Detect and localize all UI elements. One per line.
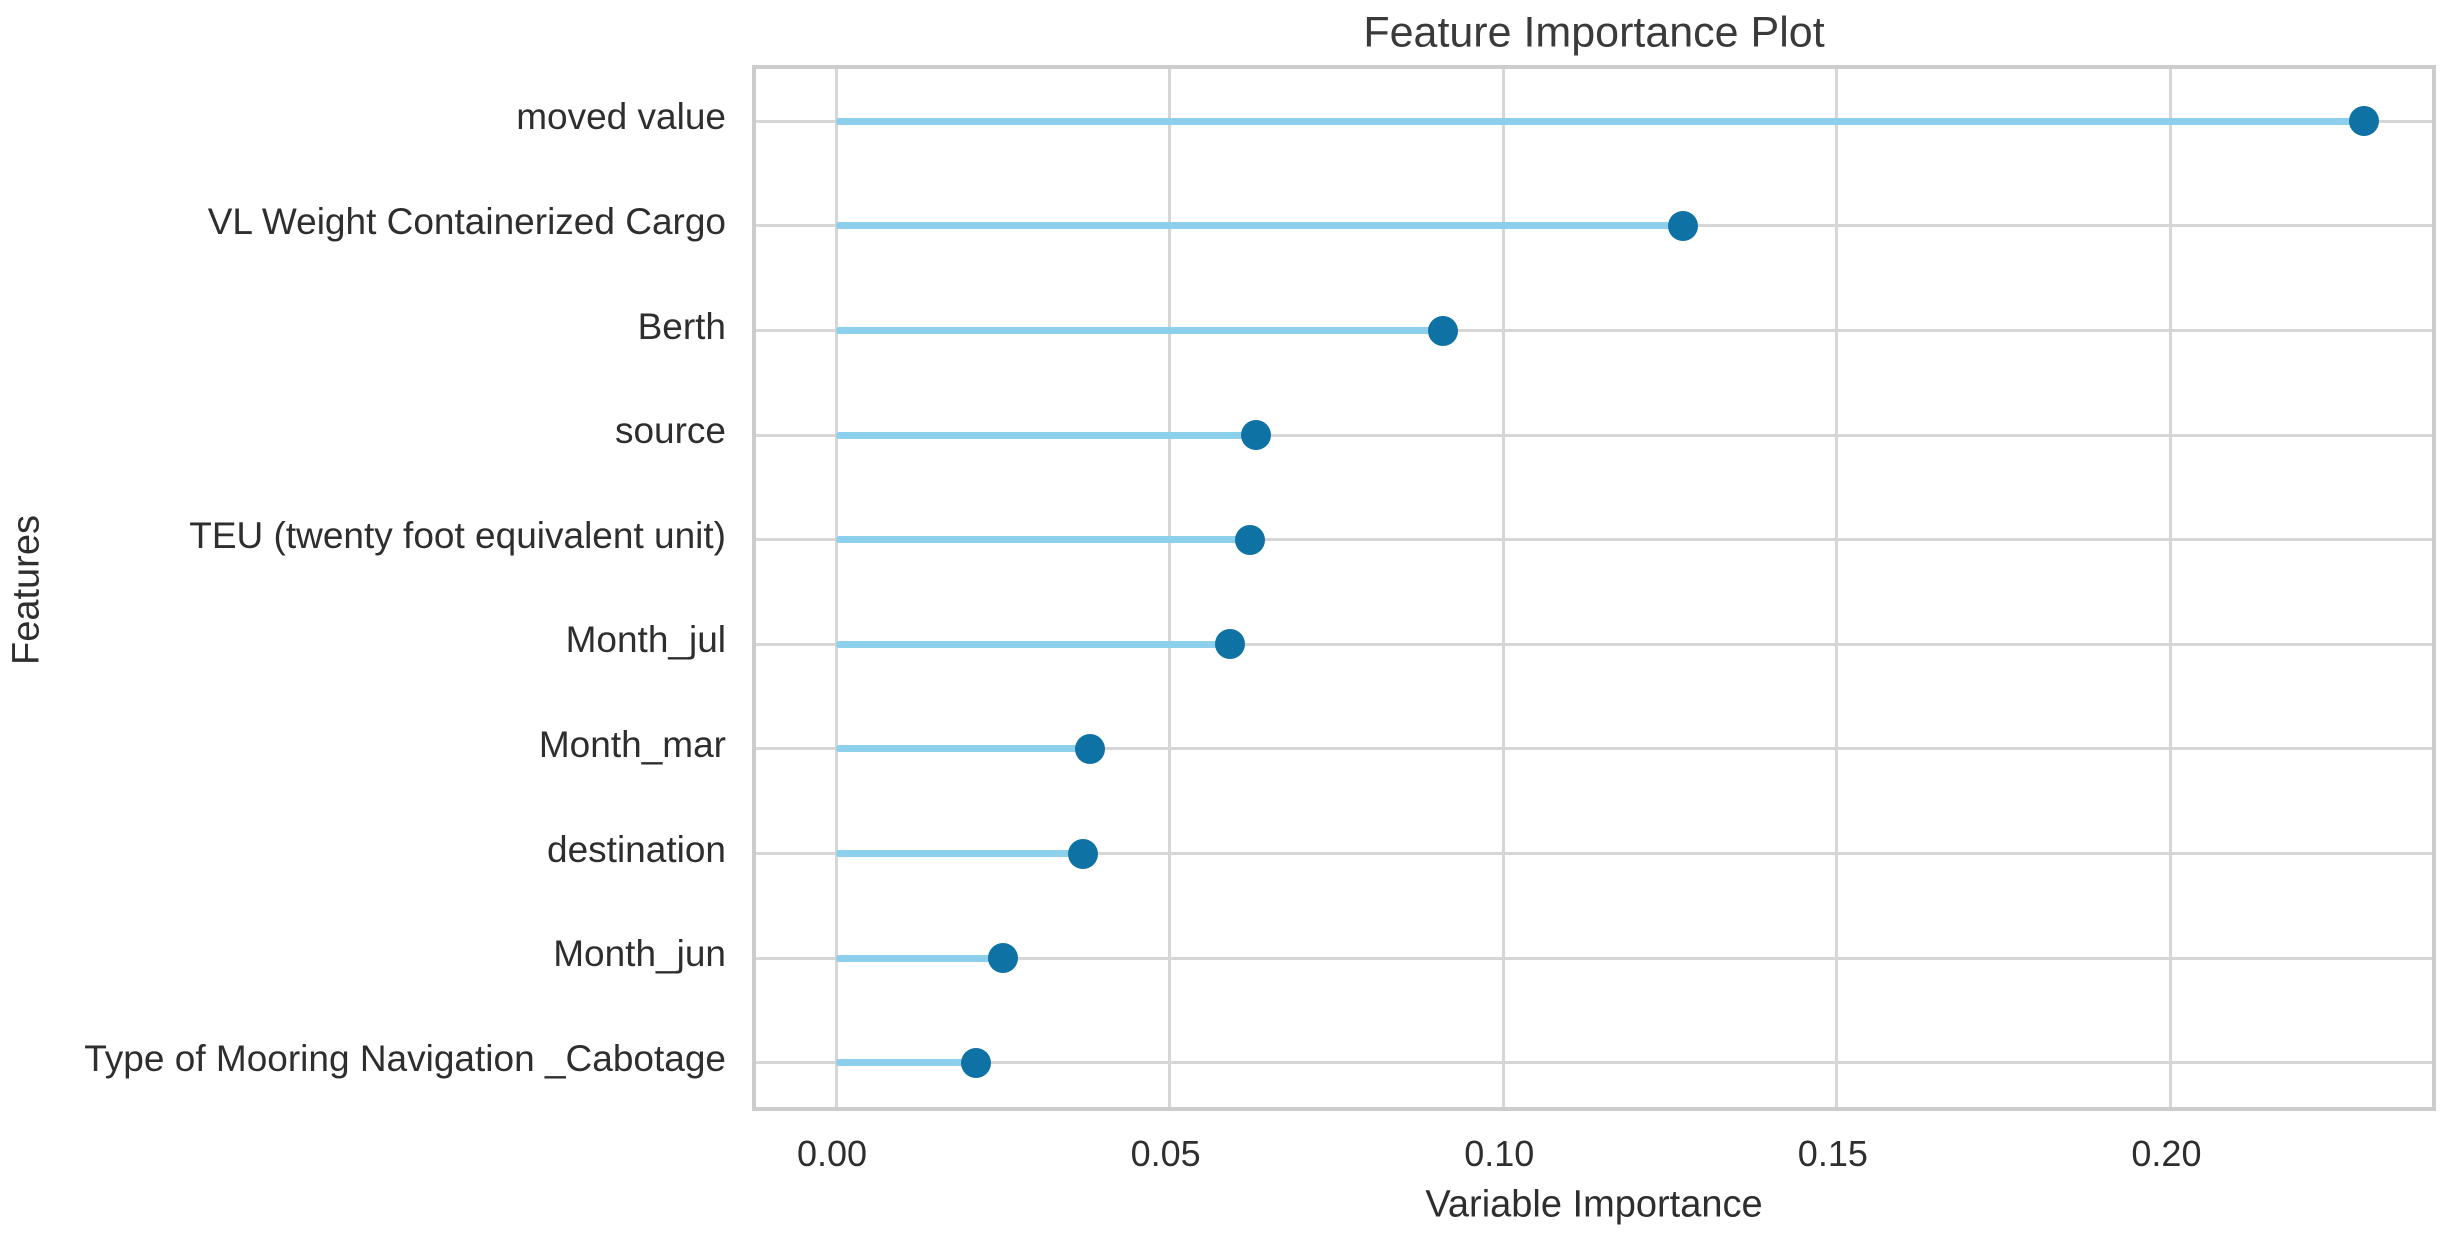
lollipop-stem bbox=[836, 431, 1257, 439]
y-tick-label: moved value bbox=[516, 96, 726, 138]
y-gridline bbox=[756, 538, 2432, 542]
lollipop-dot bbox=[961, 1047, 992, 1078]
lollipop-stem bbox=[836, 222, 1684, 230]
lollipop-dot bbox=[987, 943, 1018, 974]
lollipop-stem bbox=[836, 850, 1083, 857]
y-tick-labels: moved value VL Weight Containerized Cargo… bbox=[0, 0, 726, 1244]
lollipop-dot bbox=[1428, 315, 1459, 346]
x-gridline bbox=[1168, 69, 1172, 1107]
y-gridline bbox=[756, 956, 2432, 960]
lollipop-dot bbox=[1668, 210, 1699, 241]
y-tick-label: VL Weight Containerized Cargo bbox=[207, 200, 726, 242]
chart-title: Feature Importance Plot bbox=[1363, 8, 1825, 57]
y-gridline bbox=[756, 642, 2432, 646]
y-gridline bbox=[756, 1061, 2432, 1065]
lollipop-dot bbox=[2348, 106, 2379, 137]
y-tick-label: source bbox=[614, 410, 726, 452]
x-gridline bbox=[834, 69, 838, 1107]
lollipop-stem bbox=[836, 536, 1250, 544]
y-tick-label: destination bbox=[547, 828, 726, 870]
lollipop-stem bbox=[836, 117, 2364, 125]
y-tick-label: Type of Mooring Navigation _Cabotage bbox=[84, 1037, 726, 1079]
y-tick-label: Month_mar bbox=[538, 723, 726, 765]
x-gridline bbox=[1501, 69, 1505, 1107]
lollipop-stem bbox=[836, 327, 1444, 334]
y-gridline bbox=[756, 329, 2432, 332]
y-tick-label: Berth bbox=[637, 305, 726, 347]
x-gridline bbox=[2168, 69, 2172, 1107]
x-tick-label: 0.15 bbox=[1797, 1133, 1868, 1174]
y-tick-label: Month_jun bbox=[553, 933, 726, 975]
lollipop-stem bbox=[836, 1059, 977, 1067]
x-tick-label: 0.10 bbox=[1464, 1133, 1535, 1174]
lollipop-dot bbox=[1234, 524, 1265, 555]
lollipop-dot bbox=[1241, 420, 1272, 451]
x-axis-label: Variable Importance bbox=[1425, 1183, 1763, 1226]
x-tick-label: 0.00 bbox=[797, 1133, 868, 1174]
y-tick-label: TEU (twenty foot equivalent unit) bbox=[189, 514, 726, 556]
lollipop-stem bbox=[836, 745, 1090, 753]
lollipop-dot bbox=[1074, 733, 1105, 764]
y-gridline bbox=[756, 747, 2432, 751]
lollipop-stem bbox=[836, 954, 1003, 962]
lollipop-stem bbox=[836, 640, 1230, 648]
y-gridline bbox=[756, 433, 2432, 437]
lollipop-dot bbox=[1067, 838, 1098, 869]
y-gridline bbox=[756, 852, 2432, 855]
lollipop-dot bbox=[1214, 629, 1245, 660]
x-tick-label: 0.05 bbox=[1130, 1133, 1201, 1174]
plot-panel bbox=[752, 65, 2436, 1111]
y-tick-label: Month_jul bbox=[565, 619, 726, 661]
x-gridline bbox=[1835, 69, 1839, 1107]
x-tick-label: 0.20 bbox=[2131, 1133, 2202, 1174]
